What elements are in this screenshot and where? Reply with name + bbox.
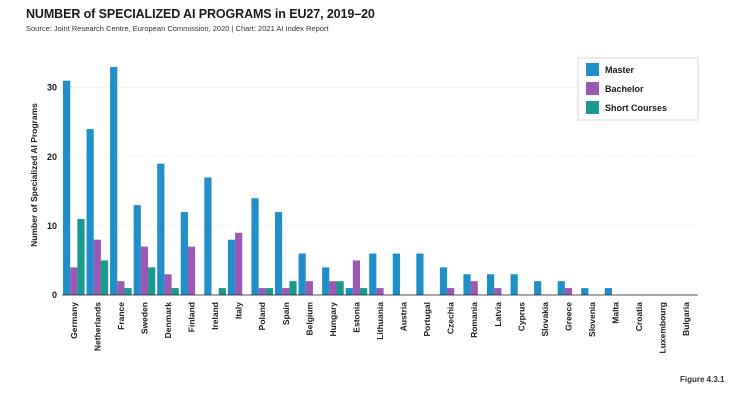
legend-label-bachelor: Bachelor <box>605 84 644 94</box>
bar-master-denmark <box>157 163 165 295</box>
x-tick-label-slovakia: Slovakia <box>540 302 550 337</box>
figure-label: Figure 4.3.1 <box>680 375 725 384</box>
bar-master-ireland <box>204 177 212 295</box>
bar-master-france <box>110 66 118 295</box>
legend-swatch-bachelor <box>586 82 599 95</box>
bar-master-poland <box>251 198 259 295</box>
x-tick-label-estonia: Estonia <box>351 302 361 333</box>
bar-bachelor-lithuania <box>376 288 384 295</box>
chart-subtitle: Source: Joint Research Centre, European … <box>26 24 329 33</box>
bar-master-belgium <box>298 253 306 295</box>
x-tick-label-bulgaria: Bulgaria <box>681 302 691 336</box>
legend-swatch-short-courses <box>586 101 599 114</box>
bar-master-estonia <box>345 288 353 295</box>
y-axis-ticks: 0 10 20 30 <box>47 83 57 300</box>
bar-master-slovakia <box>534 281 542 295</box>
x-tick-label-netherlands: Netherlands <box>92 302 102 351</box>
bar-short-courses-netherlands <box>100 260 109 295</box>
bar-bachelor-spain <box>282 288 290 295</box>
bar-bachelor-germany <box>70 267 78 295</box>
x-tick-label-ireland: Ireland <box>210 302 220 330</box>
bar-short-courses-france <box>124 288 132 295</box>
bar-master-greece <box>557 281 565 295</box>
bar-bachelor-italy <box>235 232 243 295</box>
bar-bachelor-finland <box>187 246 196 295</box>
bar-master-finland <box>180 212 188 295</box>
legend-swatch-master <box>586 63 599 76</box>
chart-title: NUMBER of SPECIALIZED AI PROGRAMS in EU2… <box>26 7 375 21</box>
bars <box>62 66 612 295</box>
legend-label-short-courses: Short Courses <box>605 103 667 113</box>
y-tick-label: 20 <box>47 152 57 162</box>
x-tick-label-croatia: Croatia <box>634 302 644 332</box>
bar-short-courses-denmark <box>171 288 179 295</box>
x-tick-label-france: France <box>116 302 126 330</box>
y-tick-label: 30 <box>47 83 57 93</box>
bar-master-lithuania <box>369 253 377 295</box>
bar-master-slovenia <box>581 288 589 295</box>
bar-short-courses-spain <box>289 281 297 295</box>
y-axis-title: Number of Specialized AI Programs <box>29 103 39 247</box>
bar-master-spain <box>274 212 283 295</box>
legend: Master Bachelor Short Courses <box>577 57 699 121</box>
x-tick-label-slovenia: Slovenia <box>587 302 597 337</box>
x-tick-label-hungary: Hungary <box>328 302 338 337</box>
x-tick-label-malta: Malta <box>611 302 621 324</box>
bar-bachelor-estonia <box>352 260 361 295</box>
bar-master-malta <box>604 288 612 295</box>
x-tick-label-cyprus: Cyprus <box>516 302 526 332</box>
bar-short-courses-estonia <box>360 288 368 295</box>
x-tick-label-lithuania: Lithuania <box>375 302 385 340</box>
bar-master-portugal <box>416 253 424 295</box>
bar-bachelor-poland <box>258 288 266 295</box>
bar-short-courses-hungary <box>336 281 344 295</box>
x-tick-label-austria: Austria <box>399 302 409 332</box>
bar-bachelor-latvia <box>494 288 502 295</box>
bar-master-italy <box>227 239 236 295</box>
x-tick-label-latvia: Latvia <box>493 302 503 327</box>
x-tick-label-spain: Spain <box>281 302 291 325</box>
x-tick-label-czechia: Czechia <box>446 302 456 334</box>
x-tick-label-belgium: Belgium <box>304 302 314 336</box>
bar-short-courses-sweden <box>148 267 156 295</box>
bar-bachelor-czechia <box>447 288 455 295</box>
bar-short-courses-poland <box>265 288 274 295</box>
y-tick-label: 0 <box>52 290 57 300</box>
bar-bachelor-denmark <box>164 274 172 295</box>
bar-bachelor-sweden <box>140 246 149 295</box>
x-tick-label-sweden: Sweden <box>139 302 149 334</box>
bar-short-courses-ireland <box>218 288 226 295</box>
bar-bachelor-romania <box>470 281 478 295</box>
bar-master-romania <box>463 274 471 295</box>
x-tick-label-denmark: Denmark <box>163 302 173 339</box>
gridlines <box>62 87 698 227</box>
x-tick-label-luxembourg: Luxembourg <box>658 302 668 353</box>
x-tick-label-romania: Romania <box>469 302 479 338</box>
x-tick-label-poland: Poland <box>257 302 267 330</box>
bar-master-austria <box>392 253 400 295</box>
bar-master-sweden <box>133 205 141 295</box>
bar-bachelor-netherlands <box>93 239 101 295</box>
x-tick-label-finland: Finland <box>187 302 197 332</box>
bar-bachelor-hungary <box>329 281 337 295</box>
x-axis-categories: Germany Netherlands France Sweden Denmark Fin… <box>69 302 691 354</box>
x-tick-label-germany: Germany <box>69 302 79 339</box>
bar-short-courses-germany <box>77 218 85 295</box>
bar-bachelor-greece <box>564 288 573 295</box>
x-tick-label-portugal: Portugal <box>422 302 432 336</box>
legend-label-master: Master <box>605 65 635 75</box>
bar-master-latvia <box>486 274 495 295</box>
x-tick-label-italy: Italy <box>234 302 244 319</box>
bar-master-germany <box>62 80 71 295</box>
bar-bachelor-france <box>117 281 125 295</box>
bar-master-czechia <box>439 267 448 295</box>
bar-bachelor-belgium <box>305 281 313 295</box>
bar-master-netherlands <box>86 129 94 295</box>
y-tick-label: 10 <box>47 221 57 231</box>
bar-master-cyprus <box>510 274 518 295</box>
x-tick-label-greece: Greece <box>563 302 573 331</box>
bar-master-hungary <box>322 267 330 295</box>
